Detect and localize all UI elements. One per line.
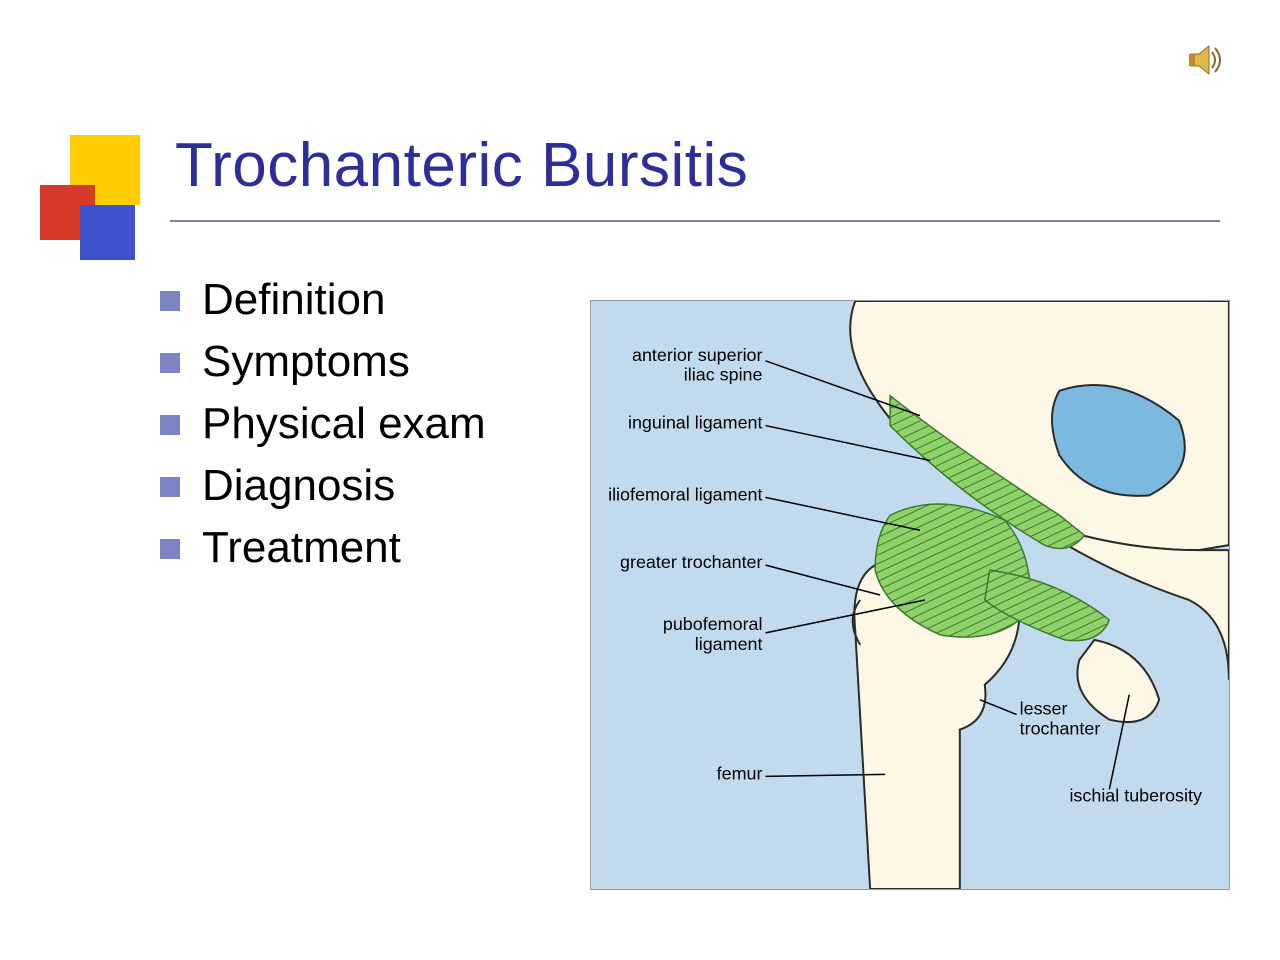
bullet-item: Definition: [160, 275, 486, 325]
bullet-label: Treatment: [202, 523, 401, 573]
anatomy-svg: anterior superioriliac spine inguinal lig…: [591, 301, 1229, 889]
bullet-label: Definition: [202, 275, 385, 325]
svg-text:inguinal ligament: inguinal ligament: [628, 413, 763, 433]
deco-square-blue: [80, 205, 135, 260]
bullet-item: Symptoms: [160, 337, 486, 387]
svg-text:lesser: lesser: [1020, 699, 1068, 719]
slide: Trochanteric Bursitis Definition Symptom…: [0, 0, 1280, 960]
svg-text:iliofemoral ligament: iliofemoral ligament: [608, 484, 762, 504]
bullet-item: Physical exam: [160, 399, 486, 449]
title-underline: [170, 220, 1220, 222]
bullet-item: Diagnosis: [160, 461, 486, 511]
bullet-square-icon: [160, 477, 180, 497]
bullet-label: Symptoms: [202, 337, 410, 387]
svg-text:iliac spine: iliac spine: [684, 365, 763, 385]
hip-anatomy-diagram: anterior superioriliac spine inguinal lig…: [590, 300, 1230, 890]
svg-text:ligament: ligament: [695, 634, 763, 654]
bullet-square-icon: [160, 353, 180, 373]
bullet-square-icon: [160, 291, 180, 311]
bullet-list: Definition Symptoms Physical exam Diagno…: [160, 275, 486, 585]
title-decoration: [40, 135, 160, 255]
speaker-icon[interactable]: [1185, 40, 1225, 80]
bullet-label: Diagnosis: [202, 461, 395, 511]
bullet-item: Treatment: [160, 523, 486, 573]
svg-text:femur: femur: [717, 763, 763, 783]
bullet-label: Physical exam: [202, 399, 486, 449]
svg-text:pubofemoral: pubofemoral: [663, 614, 763, 634]
svg-text:anterior superior: anterior superior: [632, 345, 763, 365]
svg-text:greater trochanter: greater trochanter: [620, 552, 762, 572]
slide-title: Trochanteric Bursitis: [175, 130, 748, 201]
bullet-square-icon: [160, 539, 180, 559]
svg-text:ischial tuberosity: ischial tuberosity: [1069, 785, 1202, 805]
bullet-square-icon: [160, 415, 180, 435]
svg-text:trochanter: trochanter: [1020, 719, 1101, 739]
